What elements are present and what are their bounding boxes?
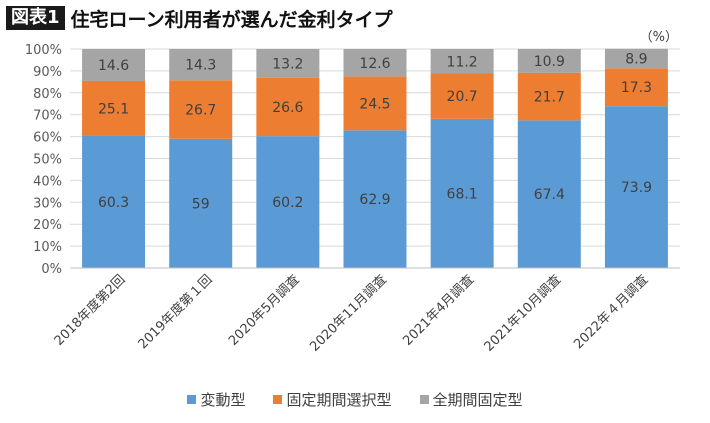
data-label: 20.7 bbox=[447, 89, 478, 105]
bar-segment bbox=[517, 72, 581, 121]
chart-title: 住宅ローン利用者が選んだ金利タイプ bbox=[70, 8, 393, 31]
bar-segment bbox=[517, 120, 581, 268]
y-tick-label: 50% bbox=[33, 153, 62, 168]
data-label: 13.2 bbox=[272, 56, 303, 72]
bar-segment bbox=[82, 80, 146, 136]
y-tick-label: 40% bbox=[33, 174, 62, 189]
legend-item: 固定期間選択型 bbox=[273, 389, 392, 410]
legend-swatch bbox=[187, 395, 197, 404]
data-label: 62.9 bbox=[359, 192, 390, 208]
figure-badge: 図表1 bbox=[6, 6, 65, 30]
x-tick-label: 2020年11月調査 bbox=[307, 272, 389, 354]
data-label: 26.6 bbox=[272, 100, 303, 116]
x-tick-label: 2021年4月調査 bbox=[400, 272, 477, 349]
bar-segment bbox=[430, 73, 494, 119]
x-tick-label: 2018年度第2回 bbox=[51, 272, 128, 349]
data-label: 21.7 bbox=[534, 90, 565, 106]
bar-segment bbox=[343, 130, 407, 268]
bar-segment bbox=[604, 48, 668, 69]
data-label: 24.5 bbox=[359, 96, 390, 112]
bar-segment bbox=[82, 49, 146, 81]
legend-label: 固定期間選択型 bbox=[286, 391, 392, 409]
y-tick-label: 60% bbox=[33, 131, 62, 146]
data-label: 14.3 bbox=[185, 58, 216, 74]
legend-item: 変動型 bbox=[187, 389, 245, 410]
bar-segment bbox=[169, 80, 233, 139]
legend-label: 変動型 bbox=[200, 391, 246, 409]
bar-segment bbox=[343, 49, 407, 77]
legend-label: 全期間固定型 bbox=[432, 391, 523, 409]
bar-segment bbox=[604, 68, 668, 107]
y-tick-label: 80% bbox=[33, 87, 62, 102]
y-tick-label: 100% bbox=[25, 43, 62, 58]
y-tick-label: 90% bbox=[33, 65, 62, 80]
data-label: 8.9 bbox=[625, 52, 647, 68]
bar-segment bbox=[256, 136, 320, 268]
data-label: 60.3 bbox=[98, 195, 129, 211]
y-tick-label: 20% bbox=[33, 218, 62, 233]
data-label: 26.7 bbox=[185, 103, 216, 119]
y-tick-label: 70% bbox=[33, 109, 62, 124]
bar-segment bbox=[430, 49, 494, 74]
legend-item: 全期間固定型 bbox=[419, 389, 523, 410]
x-tick-label: 2020年5月調査 bbox=[226, 272, 303, 349]
data-label: 25.1 bbox=[98, 101, 129, 117]
x-tick-label: 2019年度第１回 bbox=[135, 272, 216, 353]
chart-header: 図表1 住宅ローン利用者が選んだ金利タイプ bbox=[6, 5, 393, 31]
data-label: 68.1 bbox=[447, 186, 478, 202]
y-tick-label: 30% bbox=[33, 196, 62, 211]
data-label: 10.9 bbox=[534, 54, 565, 70]
legend-swatch bbox=[419, 395, 429, 404]
data-label: 73.9 bbox=[621, 180, 652, 196]
bar-segment bbox=[343, 76, 407, 131]
bar-segment bbox=[256, 77, 320, 137]
bar-segment bbox=[169, 138, 233, 268]
bar-segment bbox=[604, 106, 668, 268]
bar-segment bbox=[169, 49, 233, 81]
bar-segment bbox=[82, 135, 146, 268]
y-tick-label: 10% bbox=[33, 240, 62, 255]
x-tick-label: 2021年10月調査 bbox=[482, 272, 564, 354]
bar-segment bbox=[517, 49, 581, 73]
data-label: 67.4 bbox=[534, 187, 565, 203]
y-tick-label: 0% bbox=[41, 262, 62, 277]
data-label: 60.2 bbox=[272, 195, 303, 211]
data-label: 59 bbox=[192, 196, 210, 212]
unit-label: （%） bbox=[640, 30, 678, 45]
data-label: 12.6 bbox=[359, 56, 390, 72]
x-tick-label: 2022年４月調査 bbox=[571, 272, 651, 352]
data-label: 11.2 bbox=[447, 54, 478, 70]
data-label: 17.3 bbox=[621, 80, 652, 96]
stacked-bar-chart: 0% 10% 20% 30% 40% 50% 60% 70% 80% 90% 100% （%） 60.3… bbox=[25, 30, 680, 355]
chart-legend: 変動型 固定期間選択型 全期間固定型 bbox=[0, 389, 710, 410]
legend-swatch bbox=[273, 395, 283, 404]
bar-segment bbox=[430, 118, 494, 269]
data-label: 14.6 bbox=[98, 58, 129, 74]
bar-segment bbox=[256, 49, 320, 78]
